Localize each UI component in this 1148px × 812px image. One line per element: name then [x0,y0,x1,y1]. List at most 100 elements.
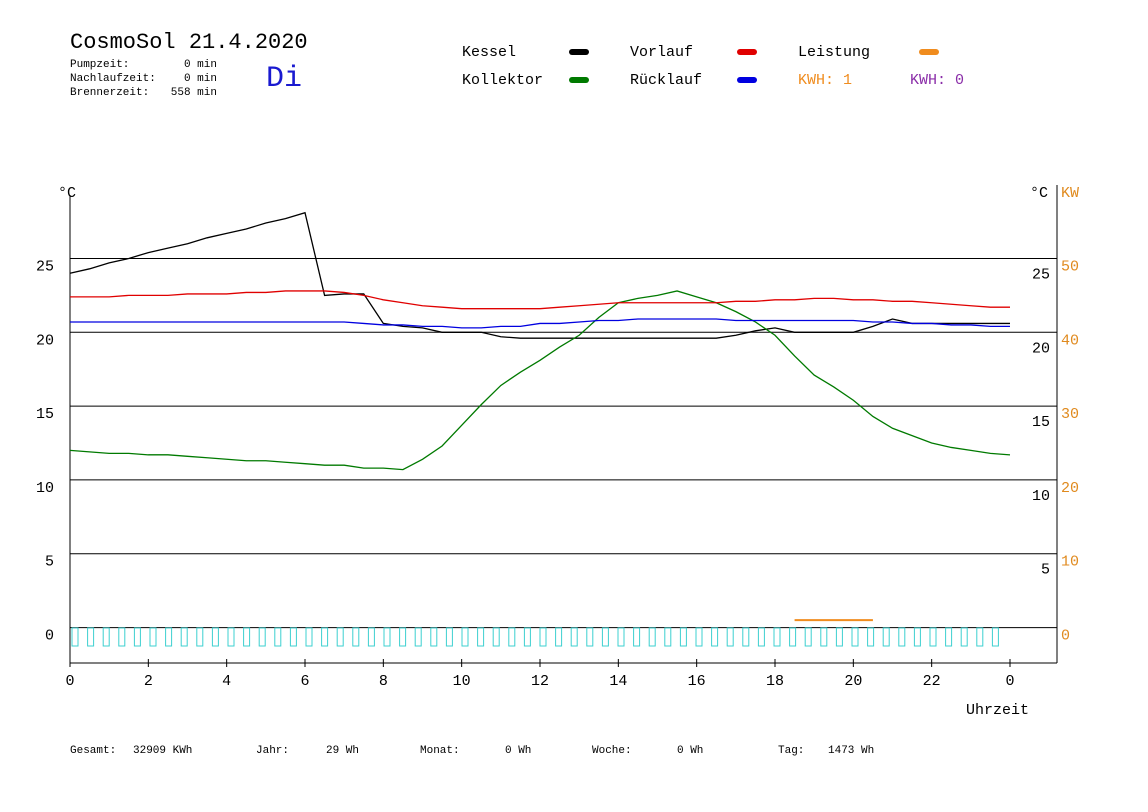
pump-pattern [399,627,407,647]
time-label: Nachlaufzeit: [70,73,156,85]
time-label: Brennerzeit: [70,87,149,99]
pump-pattern [477,627,485,647]
y2-tick-label: 30 [1061,406,1079,423]
pump-pattern [211,627,219,647]
pump-pattern [835,627,843,647]
x-tick-label: 10 [453,673,471,690]
x-tick-label: 16 [688,673,706,690]
pump-pattern [445,627,453,647]
pump-pattern [180,627,188,647]
pump-pattern [133,627,141,647]
x-tick-label: 0 [1005,673,1014,690]
pump-pattern [258,627,266,647]
y-right-tick-label: 20 [1032,340,1050,357]
pump-pattern [367,627,375,647]
pump-pattern [118,627,126,647]
title: CosmoSol 21.4.2020 [70,30,308,55]
time-value: 0 min [184,73,217,85]
pump-pattern [274,627,282,647]
x-tick-label: 8 [379,673,388,690]
pump-pattern [882,627,890,647]
footer-value: 29 Wh [326,745,359,757]
pump-pattern [383,627,391,647]
y-right-tick-label: 5 [1041,562,1050,579]
pump-pattern [820,627,828,647]
pump-pattern [633,627,641,647]
y2-tick-label: 20 [1061,480,1079,497]
pump-pattern [539,627,547,647]
y2-tick-label: 0 [1061,628,1070,645]
x-tick-label: 12 [531,673,549,690]
pump-pattern [929,627,937,647]
footer-value: 32909 KWh [133,745,192,757]
legend-label: Kessel [462,44,516,61]
pump-pattern [960,627,968,647]
y2-tick-label: 50 [1061,258,1079,275]
pump-pattern [508,627,516,647]
x-axis-label: Uhrzeit [966,702,1029,719]
y2-tick-label: 10 [1061,554,1079,571]
footer-label: Jahr: [256,745,289,757]
legend-label: Leistung [798,44,870,61]
y2-axis-label-c: °C [1030,185,1048,202]
time-label: Pumpzeit: [70,59,129,71]
series-line [69,211,1010,339]
pump-pattern [523,627,531,647]
pump-pattern [945,627,953,647]
y2-tick-label: 40 [1061,332,1079,349]
pump-pattern [804,627,812,647]
pump-pattern [227,627,235,647]
series-line [69,290,1011,471]
x-tick-label: 0 [65,673,74,690]
footer-label: Tag: [778,745,804,757]
pump-pattern [71,627,79,647]
y-tick-label: 10 [36,480,54,497]
pump-pattern [898,627,906,647]
pump-pattern [289,627,297,647]
footer-value: 0 Wh [505,745,531,757]
pump-pattern [570,627,578,647]
pump-pattern [726,627,734,647]
pump-pattern [102,627,110,647]
y-tick-label: 5 [45,554,54,571]
pump-pattern [851,627,859,647]
pump-pattern [976,627,984,647]
x-tick-label: 14 [609,673,627,690]
pump-pattern [586,627,594,647]
pump-pattern [492,627,500,647]
y-tick-label: 25 [36,258,54,275]
x-tick-label: 2 [144,673,153,690]
legend-label: Rücklauf [630,72,702,89]
x-tick-label: 20 [844,673,862,690]
time-value: 0 min [184,59,217,71]
pump-pattern [196,627,204,647]
series-line [70,290,1010,310]
pump-pattern [648,627,656,647]
pump-pattern [243,627,251,647]
x-tick-label: 18 [766,673,784,690]
kwh: KWH: 0 [910,72,964,89]
pump-pattern [742,627,750,647]
pump-pattern [617,627,625,647]
pump-pattern [352,627,360,647]
day: Di [266,62,302,96]
footer-value: 1473 Wh [828,745,874,757]
pump-pattern [305,627,313,647]
footer-label: Gesamt: [70,745,116,757]
y-tick-label: 20 [36,332,54,349]
pump-pattern [414,627,422,647]
pump-pattern [679,627,687,647]
footer-label: Woche: [592,745,632,757]
x-tick-label: 6 [300,673,309,690]
x-tick-label: 4 [222,673,231,690]
pump-pattern [913,627,921,647]
y-right-tick-label: 15 [1032,414,1050,431]
kwh: KWH: 1 [798,72,852,89]
y2-axis-label: KW [1061,185,1079,202]
pump-pattern [789,627,797,647]
pump-pattern [555,627,563,647]
series-line [70,318,1010,329]
pump-pattern [695,627,703,647]
y-right-tick-label: 25 [1032,266,1050,283]
